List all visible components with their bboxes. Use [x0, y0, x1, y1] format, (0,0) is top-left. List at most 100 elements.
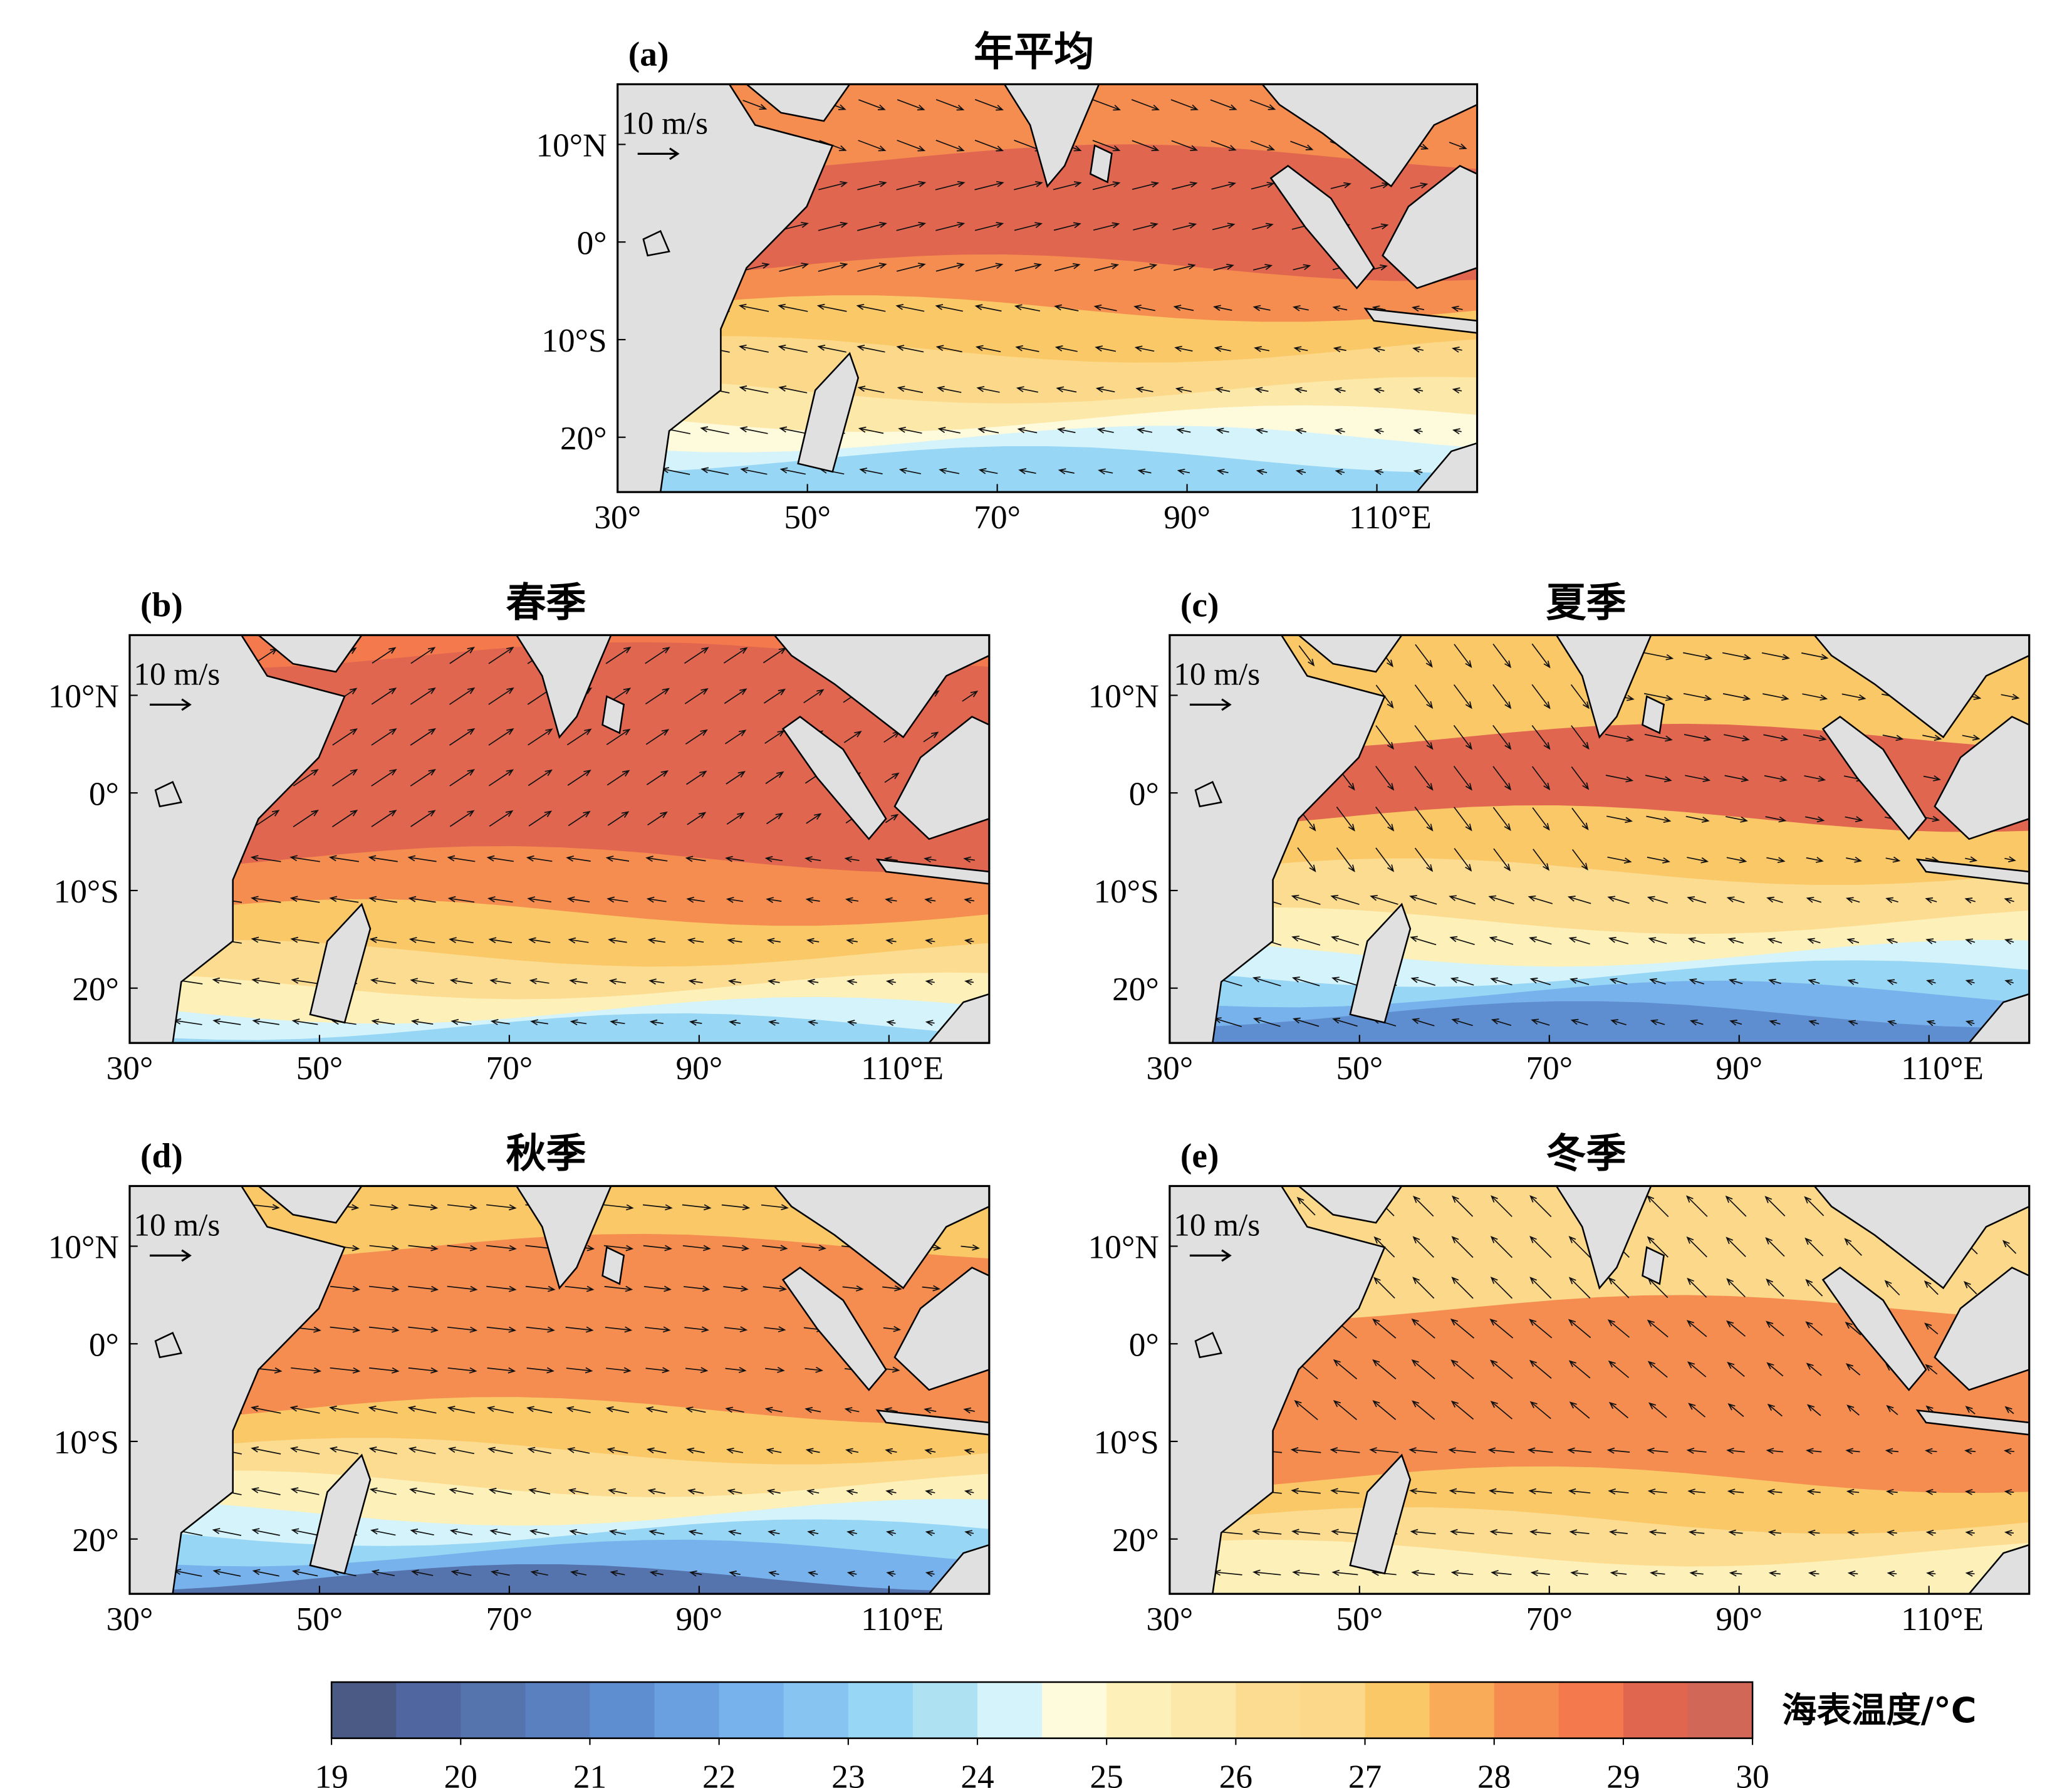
wind-arrow [1647, 1361, 1668, 1378]
wind-arrow [1136, 427, 1153, 434]
lat-label: 10°S [541, 322, 607, 359]
wind-arrow [251, 896, 281, 903]
wind-arrow [763, 1285, 788, 1292]
wind-arrow [642, 1204, 673, 1211]
wind-arrow [778, 303, 808, 312]
panel-label: (b) [140, 586, 183, 624]
wind-arrow [1211, 181, 1237, 190]
wind-arrow [803, 689, 825, 704]
wind-arrow [1805, 1321, 1823, 1336]
wind-arrow [1137, 468, 1152, 475]
lon-label: 50° [1336, 1600, 1383, 1638]
wind-arrow [925, 1489, 935, 1495]
wind-arrow [766, 938, 781, 944]
wind-arrow [1454, 644, 1472, 668]
wind-arrow [1293, 264, 1311, 271]
wind-arrow [1964, 1448, 1976, 1455]
wind-arrow [370, 978, 396, 985]
wind-arrow [1727, 1488, 1744, 1495]
wind-arrow [962, 690, 979, 702]
wind-arrow [289, 896, 320, 903]
wind-arrow [1887, 1020, 1897, 1027]
wind-arrow [1252, 1017, 1281, 1027]
panel-title: 冬季 [1546, 1131, 1626, 1178]
wind-arrow [1722, 652, 1752, 661]
wind-arrow [738, 344, 769, 353]
wind-arrow [896, 263, 926, 272]
land [1642, 1246, 1665, 1285]
wind-arrow [250, 855, 281, 862]
wind-arrow [1887, 979, 1897, 985]
wind-arrow [779, 467, 806, 475]
wind-arrow [410, 728, 436, 746]
wind-arrow [1766, 1278, 1784, 1297]
wind-arrow [761, 1204, 789, 1211]
wind-arrow [1726, 816, 1749, 823]
wind-arrow [897, 99, 925, 111]
wind-arrow [408, 1245, 439, 1252]
wind-arrow [1373, 428, 1384, 434]
wind-arrow [1528, 895, 1553, 904]
wind-arrow [1885, 897, 1898, 904]
wind-arrow [1686, 1236, 1707, 1258]
wind-arrow [486, 855, 514, 862]
wind-arrow [817, 345, 846, 353]
wind-arrow [805, 897, 820, 904]
lat-label: 10°S [54, 872, 119, 910]
wind-arrow [1017, 427, 1038, 434]
wind-arrow [974, 139, 1004, 152]
wind-arrow [1252, 1529, 1282, 1535]
wind-arrow [329, 1405, 359, 1414]
wind-arrow [1965, 1571, 1975, 1577]
wind-arrow [1608, 1401, 1628, 1419]
wind-arrow [212, 1569, 241, 1577]
wind-arrow [846, 1571, 857, 1577]
wind-arrow [1766, 1448, 1784, 1455]
land [601, 1246, 625, 1285]
colorbar-segment [719, 1682, 784, 1738]
wind-arrow [1529, 977, 1551, 986]
wind-arrow [447, 1204, 478, 1211]
wind-arrow [567, 770, 591, 786]
wind-arrow [686, 770, 707, 785]
wind-arrow [974, 222, 1004, 231]
wind-arrow [1610, 1019, 1627, 1025]
lat-label: 0° [89, 775, 119, 812]
wind-arrow [1725, 1195, 1747, 1217]
wind-arrow [963, 1407, 975, 1414]
wind-arrow [859, 468, 883, 474]
wind-arrow [886, 1571, 896, 1577]
wind-arrow [727, 1529, 742, 1536]
wind-arrow [1295, 469, 1306, 475]
wind-arrow [764, 1406, 783, 1413]
land [1934, 1267, 2029, 1391]
wind-arrow [1763, 734, 1789, 741]
wind-arrow [1095, 345, 1117, 352]
wind-arrow [844, 1407, 860, 1413]
wind-arrow [1093, 304, 1117, 311]
wind-arrow [1647, 896, 1668, 904]
wind-arrow [1689, 1019, 1704, 1026]
wind-arrow [1095, 386, 1115, 393]
wind-arrow [1252, 264, 1273, 271]
wind-arrow [778, 385, 808, 394]
wind-arrow [1885, 1448, 1899, 1455]
wind-arrow [964, 979, 974, 985]
wind-arrow [646, 770, 669, 785]
lon-label: 30° [594, 498, 641, 536]
land [309, 902, 372, 1024]
wind-arrow [407, 855, 437, 862]
wind-arrow [1331, 976, 1359, 986]
wind-arrow [1414, 807, 1434, 832]
wind-arrow [762, 1245, 788, 1252]
wind-arrow [807, 1530, 819, 1536]
sst-band [129, 1564, 989, 1594]
wind-arrow [1532, 807, 1550, 831]
wind-arrow [682, 1204, 712, 1211]
lon-label: 50° [296, 1049, 343, 1087]
wind-arrow [806, 813, 822, 824]
scale-arrow [149, 698, 192, 711]
wind-arrow [1410, 976, 1436, 986]
wind-arrow [610, 1570, 625, 1577]
wind-arrow [1491, 1195, 1512, 1217]
